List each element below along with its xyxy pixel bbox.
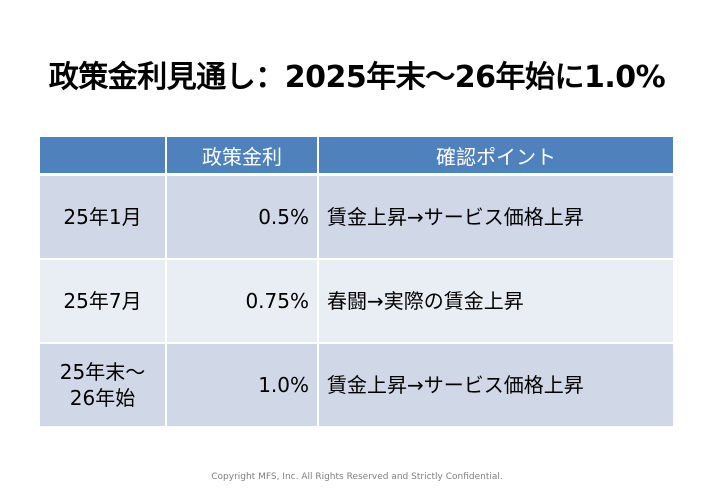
header-check-point: 確認ポイント — [318, 137, 673, 176]
period-cell: 25年1月 — [40, 174, 167, 260]
period-label: 25年1月 — [63, 205, 142, 229]
check-point-cell: 賃金上昇→サービス価格上昇 — [318, 343, 673, 428]
rate-cell: 0.5% — [166, 174, 319, 260]
check-point-cell: 春闘→実際の賃金上昇 — [318, 259, 673, 344]
table-row: 25年末～ 26年始 1.0% 賃金上昇→サービス価格上昇 — [40, 343, 673, 428]
table-header-row: 政策金利 確認ポイント — [40, 137, 673, 176]
rate-cell: 0.75% — [166, 259, 319, 344]
period-cell: 25年末～ 26年始 — [40, 343, 167, 428]
table-row: 25年7月 0.75% 春闘→実際の賃金上昇 — [40, 259, 673, 344]
period-label-line-1: 25年末～ — [59, 360, 146, 384]
period-label-line-2: 26年始 — [69, 386, 136, 410]
rate-cell: 1.0% — [166, 343, 319, 428]
copyright-footer: Copyright MFS, Inc. All Rights Reserved … — [211, 472, 503, 482]
period-cell: 25年7月 — [40, 259, 167, 344]
policy-rate-table: 政策金利 確認ポイント 25年1月 0.5% 賃金上昇→サービス価格上昇 25年… — [40, 137, 673, 428]
period-label: 25年7月 — [63, 289, 142, 313]
check-point-cell: 賃金上昇→サービス価格上昇 — [318, 174, 673, 260]
header-policy-rate: 政策金利 — [166, 137, 319, 176]
table-row: 25年1月 0.5% 賃金上昇→サービス価格上昇 — [40, 174, 673, 260]
slide-title: 政策金利見通し：2025年末～26年始に1.0% — [48, 60, 666, 95]
header-period — [40, 137, 167, 176]
